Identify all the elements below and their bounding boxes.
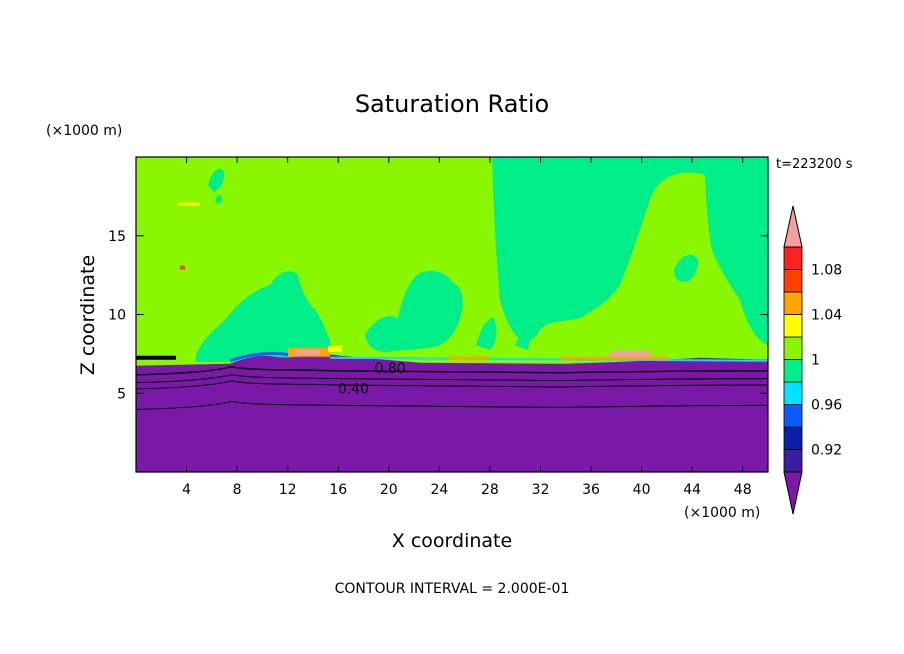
x-tick-label-0: 4	[182, 482, 191, 498]
colorbar-swatch-1	[783, 426, 803, 450]
colorbar-swatch-9	[783, 246, 803, 270]
x-tick-label-8: 36	[582, 482, 600, 498]
colorbar-swatch-3	[783, 381, 803, 405]
region-near-saturated-3	[476, 318, 497, 350]
x-tick-label-4: 20	[380, 482, 398, 498]
x-tick-label-1: 8	[233, 482, 242, 498]
time-label: t=223200 s	[776, 157, 853, 172]
region-near-saturated-2	[365, 270, 463, 352]
colorbar: 0.92 0.96 1 1.04 1.08	[783, 205, 842, 515]
region-supersaturated-6	[610, 350, 650, 357]
region-supersaturated-7	[178, 202, 200, 206]
contour-labels: 0.80 0.40	[338, 361, 406, 397]
colorbar-label-4: 1.08	[811, 263, 842, 279]
transition-band-cyan	[329, 356, 768, 362]
region-supersaturated-2	[295, 349, 319, 355]
colorbar-swatch-0	[783, 449, 803, 473]
region-near-saturated-6	[208, 168, 225, 192]
x-tick-label-9: 40	[633, 482, 651, 498]
x-tick-label-11: 48	[734, 482, 752, 498]
region-near-saturated-7	[215, 194, 222, 204]
region-supersaturated-3	[328, 345, 342, 352]
x-tick-label-10: 44	[683, 482, 701, 498]
region-near-saturated-5	[674, 254, 698, 282]
x-unit-label: (×1000 m)	[684, 505, 760, 521]
colorbar-swatch-7	[783, 291, 803, 315]
colorbar-label-0: 0.92	[811, 443, 842, 459]
colorbar-swatch-2	[783, 404, 803, 428]
y-axis-ticks: 5 10 15	[108, 229, 768, 402]
transition-band-blue	[229, 351, 291, 363]
chart-title: Saturation Ratio	[355, 90, 549, 118]
colorbar-label-2: 1	[811, 353, 820, 369]
region-supersaturated-5	[560, 356, 670, 360]
colorbar-swatch-4	[783, 359, 803, 383]
y-unit-label: (×1000 m)	[46, 123, 122, 139]
y-axis-label: Z coordinate	[77, 255, 99, 375]
x-tick-label-7: 32	[532, 482, 550, 498]
x-tick-label-2: 12	[279, 482, 297, 498]
colorbar-lower-arrow	[783, 471, 803, 515]
y-tick-label-0: 5	[117, 386, 126, 402]
y-tick-label-1: 10	[108, 308, 126, 324]
colorbar-label-1: 0.96	[811, 398, 842, 414]
y-tick-label-2: 15	[108, 229, 126, 245]
saturation-field	[136, 157, 768, 472]
contour-line-0.2	[136, 400, 768, 410]
contour-line-0.8	[136, 366, 768, 376]
colorbar-swatch-6	[783, 314, 803, 338]
x-tick-label-5: 24	[430, 482, 448, 498]
region-near-saturated-1	[196, 271, 330, 362]
colorbar-label-3: 1.04	[811, 308, 842, 324]
contour-label-0: 0.80	[374, 361, 405, 377]
region-supersaturated-8	[180, 265, 185, 270]
x-axis-ticks: 4 8 12 16 20 24 28 32 36 40 44 48	[182, 157, 752, 498]
region-near-saturated-4	[515, 334, 530, 350]
contour-interval-footer: CONTOUR INTERVAL = 2.000E-01	[335, 581, 570, 597]
contour-label-1: 0.40	[338, 382, 369, 398]
contour-lines	[136, 366, 768, 410]
colorbar-swatch-8	[783, 269, 803, 293]
contour-line-0.6	[136, 374, 768, 384]
region-supersaturated-4	[448, 356, 488, 360]
x-tick-label-3: 16	[329, 482, 347, 498]
x-tick-label-6: 28	[481, 482, 499, 498]
x-axis-label: X coordinate	[392, 530, 512, 552]
contour-line-0.4	[136, 380, 768, 390]
region-supersaturated-0	[136, 355, 176, 360]
region-near-saturated-0	[492, 157, 768, 345]
colorbar-upper-arrow	[783, 205, 803, 248]
colorbar-swatch-5	[783, 336, 803, 360]
